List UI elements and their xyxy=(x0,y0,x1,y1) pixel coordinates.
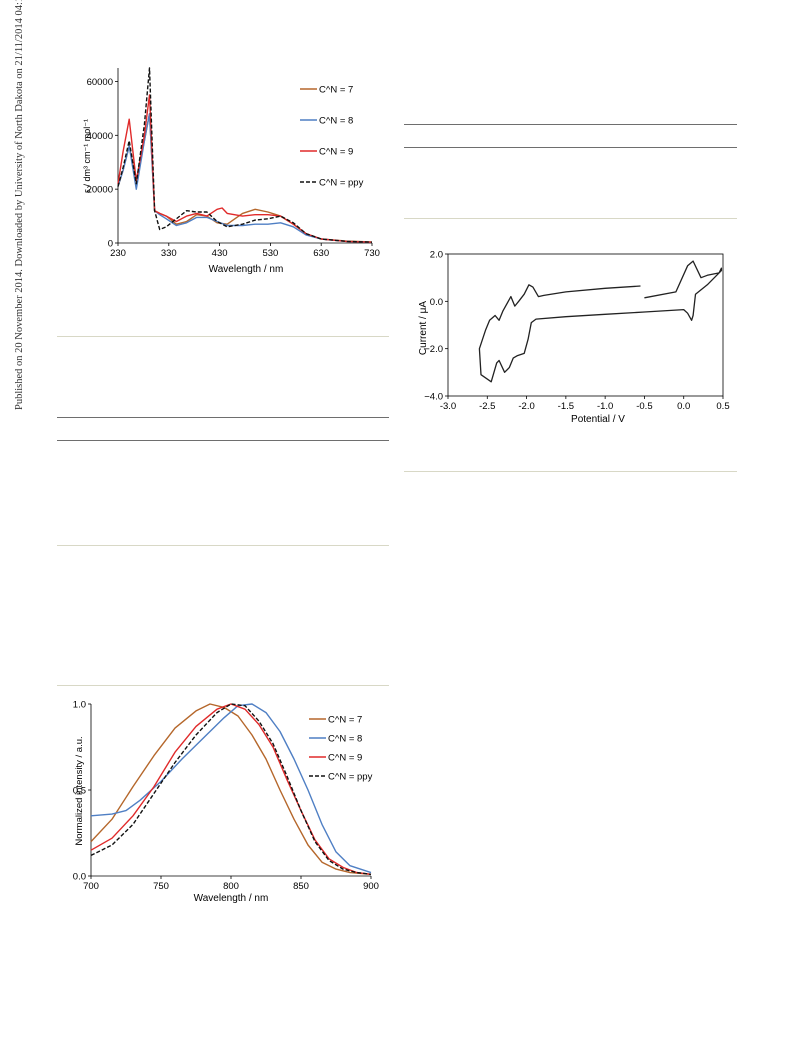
y-tick-label: 0.0 xyxy=(430,297,443,308)
legend-label: C^N = ppy xyxy=(328,772,373,783)
legend-label: C^N = 7 xyxy=(319,85,353,96)
publication-sidebar: Published on 20 November 2014. Downloade… xyxy=(0,0,25,1039)
publication-notice: Published on 20 November 2014. Downloade… xyxy=(14,0,25,410)
emission-spectrum-chart: 700 750 800 850 900 0.0 0.5 1.0 C^N = 7 C^N = 8 C^… xyxy=(73,700,379,905)
table-rule-bottom xyxy=(404,147,737,148)
series-line-4 xyxy=(117,67,373,243)
series-line-2 xyxy=(90,703,372,874)
legend-label: C^N = 8 xyxy=(328,734,362,745)
y-tick-label: −4.0 xyxy=(424,392,443,403)
x-tick-label: 430 xyxy=(212,248,228,259)
x-tick-label: 0.0 xyxy=(677,401,690,412)
y-tick-label: 0.0 xyxy=(73,872,86,883)
y-tick-label: 20000 xyxy=(87,185,113,196)
y-axis-label: Current / μA xyxy=(418,301,429,355)
x-axis-label: Potential / V xyxy=(571,414,625,425)
y-tick-label: 0 xyxy=(108,239,113,250)
x-tick-label: 530 xyxy=(262,248,278,259)
separator-rule xyxy=(57,545,389,546)
y-axis-label: Normalized intensity / a.u. xyxy=(74,736,85,845)
legend-label: C^N = 8 xyxy=(319,116,353,127)
separator-rule xyxy=(57,685,389,686)
y-tick-label: 2.0 xyxy=(430,250,443,261)
series-line-1 xyxy=(478,260,723,383)
table-rule-top xyxy=(57,417,389,418)
x-axis-label: Wavelength / nm xyxy=(209,264,284,275)
legend-label: C^N = 9 xyxy=(328,753,362,764)
x-tick-label: 0.5 xyxy=(716,401,729,412)
x-tick-label: 630 xyxy=(313,248,329,259)
y-axis-label: ε / dm³ cm⁻¹ mol⁻¹ xyxy=(82,119,92,193)
table-rule-top xyxy=(404,124,737,125)
x-tick-label: 850 xyxy=(293,881,309,892)
separator-rule xyxy=(57,336,389,337)
legend-label: C^N = ppy xyxy=(319,178,364,189)
y-tick-label: 60000 xyxy=(87,77,113,88)
series-line-4 xyxy=(90,703,372,875)
plot-frame xyxy=(447,253,724,397)
x-tick-label: -2.0 xyxy=(518,401,534,412)
legend-label: C^N = 7 xyxy=(328,715,362,726)
series-line-3 xyxy=(117,94,373,243)
x-tick-label: 730 xyxy=(364,248,380,259)
y-tick-label: 0.5 xyxy=(73,786,86,797)
x-tick-label: -3.0 xyxy=(440,401,456,412)
series-line-1 xyxy=(90,703,372,875)
separator-rule xyxy=(404,471,737,472)
x-tick-label: -0.5 xyxy=(636,401,652,412)
series-line-2 xyxy=(117,113,373,243)
table-rule-bottom xyxy=(57,440,389,441)
absorption-spectrum-chart: 230 330 430 530 630 730 0 20000 40000 60000 C^N = … xyxy=(82,67,380,275)
x-tick-label: 700 xyxy=(83,881,99,892)
x-tick-label: -2.5 xyxy=(479,401,495,412)
x-axis-label: Wavelength / nm xyxy=(194,893,269,904)
legend-label: C^N = 9 xyxy=(319,147,353,158)
y-tick-label: 40000 xyxy=(87,131,113,142)
series-line-3 xyxy=(90,703,372,875)
x-tick-label: 330 xyxy=(161,248,177,259)
x-tick-label: 900 xyxy=(363,881,379,892)
separator-rule xyxy=(404,218,737,219)
cyclic-voltammogram-chart: -3.0 -2.5 -2.0 -1.5 -1.0 -0.5 0.0 0.5 −4.0 −2.0 0.… xyxy=(418,250,730,426)
y-tick-label: −2.0 xyxy=(424,344,443,355)
x-tick-label: 750 xyxy=(153,881,169,892)
x-tick-label: 230 xyxy=(110,248,126,259)
x-tick-label: -1.0 xyxy=(597,401,613,412)
x-tick-label: -1.5 xyxy=(558,401,574,412)
y-tick-label: 1.0 xyxy=(73,700,86,711)
x-tick-label: 800 xyxy=(223,881,239,892)
